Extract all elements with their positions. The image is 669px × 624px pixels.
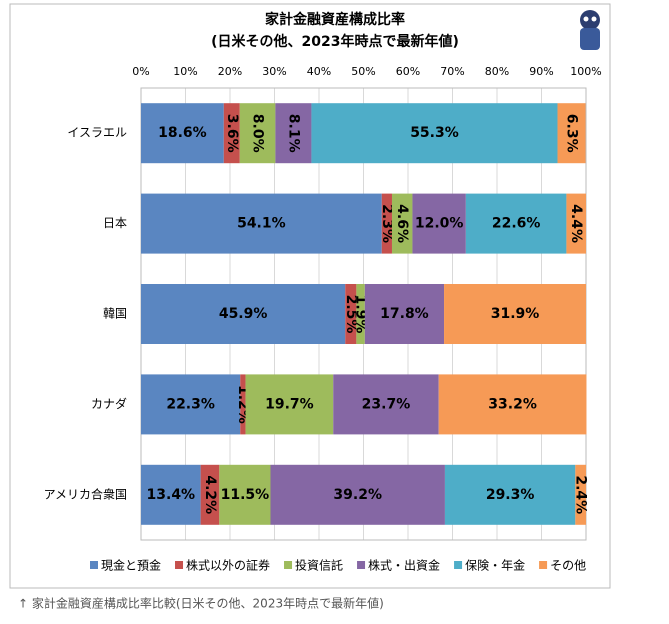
legend-swatch [90, 561, 98, 569]
x-tick-label: 10% [173, 65, 197, 78]
data-label: 2.3% [379, 204, 395, 243]
bar-segment [219, 464, 271, 525]
bar-segment [412, 193, 466, 254]
y-tick-label: 韓国 [103, 307, 127, 321]
x-tick-label: 40% [307, 65, 331, 78]
data-label: 13.4% [147, 487, 196, 503]
legend-label: その他 [550, 559, 586, 573]
bar-segment [444, 464, 576, 525]
bar-segment [141, 374, 241, 435]
data-label: 2.4% [573, 475, 589, 514]
data-label: 17.8% [380, 306, 429, 322]
bar-segment [141, 284, 346, 344]
chart-subtitle: (日米その他、2023年時点で最新年値) [211, 33, 459, 50]
caption: ↑ 家計金融資産構成比率比較(日米その他、2023年時点で最新年値) [18, 596, 384, 611]
bar-segment [557, 103, 586, 164]
bar-segment [356, 284, 365, 344]
y-tick-label: アメリカ合衆国 [44, 486, 127, 501]
data-label: 12.0% [415, 216, 464, 232]
bar-segment [275, 103, 312, 164]
legend-swatch [539, 561, 548, 569]
data-label: 22.6% [492, 216, 541, 232]
data-label: 18.6% [158, 125, 207, 141]
bar-segment [240, 374, 246, 435]
x-tick-label: 0% [132, 65, 149, 78]
bar-segment [444, 284, 586, 344]
y-tick-label: イスラエル [67, 126, 127, 140]
data-label: 39.2% [333, 487, 382, 503]
bar-segment [245, 374, 334, 435]
legend-label: 株式以外の証券 [186, 558, 270, 573]
x-tick-label: 80% [485, 65, 509, 78]
data-label: 4.6% [394, 204, 410, 243]
mascot [580, 10, 600, 50]
x-tick-label: 100% [570, 65, 601, 78]
y-tick-label: 日本 [103, 216, 127, 230]
bar-segment [465, 193, 567, 254]
bar-segment [270, 464, 445, 525]
bar-segment [333, 374, 439, 435]
data-label: 2.5% [343, 295, 359, 334]
x-tick-label: 70% [440, 65, 464, 78]
chart-title: 家計金融資産構成比率 [265, 11, 405, 28]
legend-label: 保険・年金 [465, 558, 525, 573]
bar-segment [438, 374, 587, 435]
data-label: 1.9% [353, 295, 369, 334]
data-label: 55.3% [410, 125, 459, 141]
data-label: 54.1% [237, 216, 286, 232]
data-label: 8.0% [250, 114, 266, 153]
x-tick-label: 20% [218, 65, 242, 78]
data-label: 31.9% [491, 306, 540, 322]
legend-label: 投資信託 [295, 558, 343, 573]
bar-segment [566, 193, 586, 254]
data-label: 11.5% [221, 487, 270, 503]
bar-segment [575, 464, 586, 525]
y-tick-label: カナダ [91, 396, 127, 411]
legend-label: 現金と預金 [101, 558, 161, 573]
x-tick-label: 90% [529, 65, 553, 78]
bar-segment [141, 193, 382, 254]
legend-swatch [284, 561, 293, 569]
x-tick-label: 60% [396, 65, 420, 78]
bar-segment [141, 103, 224, 164]
data-label: 33.2% [488, 396, 537, 412]
bar-segment [239, 103, 276, 164]
bar-segment [381, 193, 392, 254]
bar-segment [391, 193, 413, 254]
bar-segment [200, 464, 220, 525]
x-tick-label: 50% [351, 65, 375, 78]
data-label: 23.7% [362, 396, 411, 412]
legend-swatch [454, 561, 463, 569]
data-label: 6.3% [564, 114, 580, 153]
legend-swatch [357, 561, 366, 569]
data-label: 45.9% [219, 306, 268, 322]
data-label: 4.4% [568, 204, 584, 243]
bar-segment [141, 464, 201, 525]
data-label: 3.6% [224, 114, 240, 153]
data-label: 22.3% [166, 396, 215, 412]
legend-label: 株式・出資金 [368, 558, 440, 573]
bar-segment [364, 284, 445, 344]
data-label: 19.7% [265, 396, 314, 412]
bar-segment [311, 103, 558, 164]
data-label: 4.2% [202, 475, 218, 514]
data-label: 8.1% [285, 114, 301, 153]
bar-segment [223, 103, 240, 164]
data-label: 29.3% [486, 487, 535, 503]
bar-segment [345, 284, 357, 344]
x-tick-label: 30% [262, 65, 286, 78]
legend-swatch [175, 561, 184, 569]
